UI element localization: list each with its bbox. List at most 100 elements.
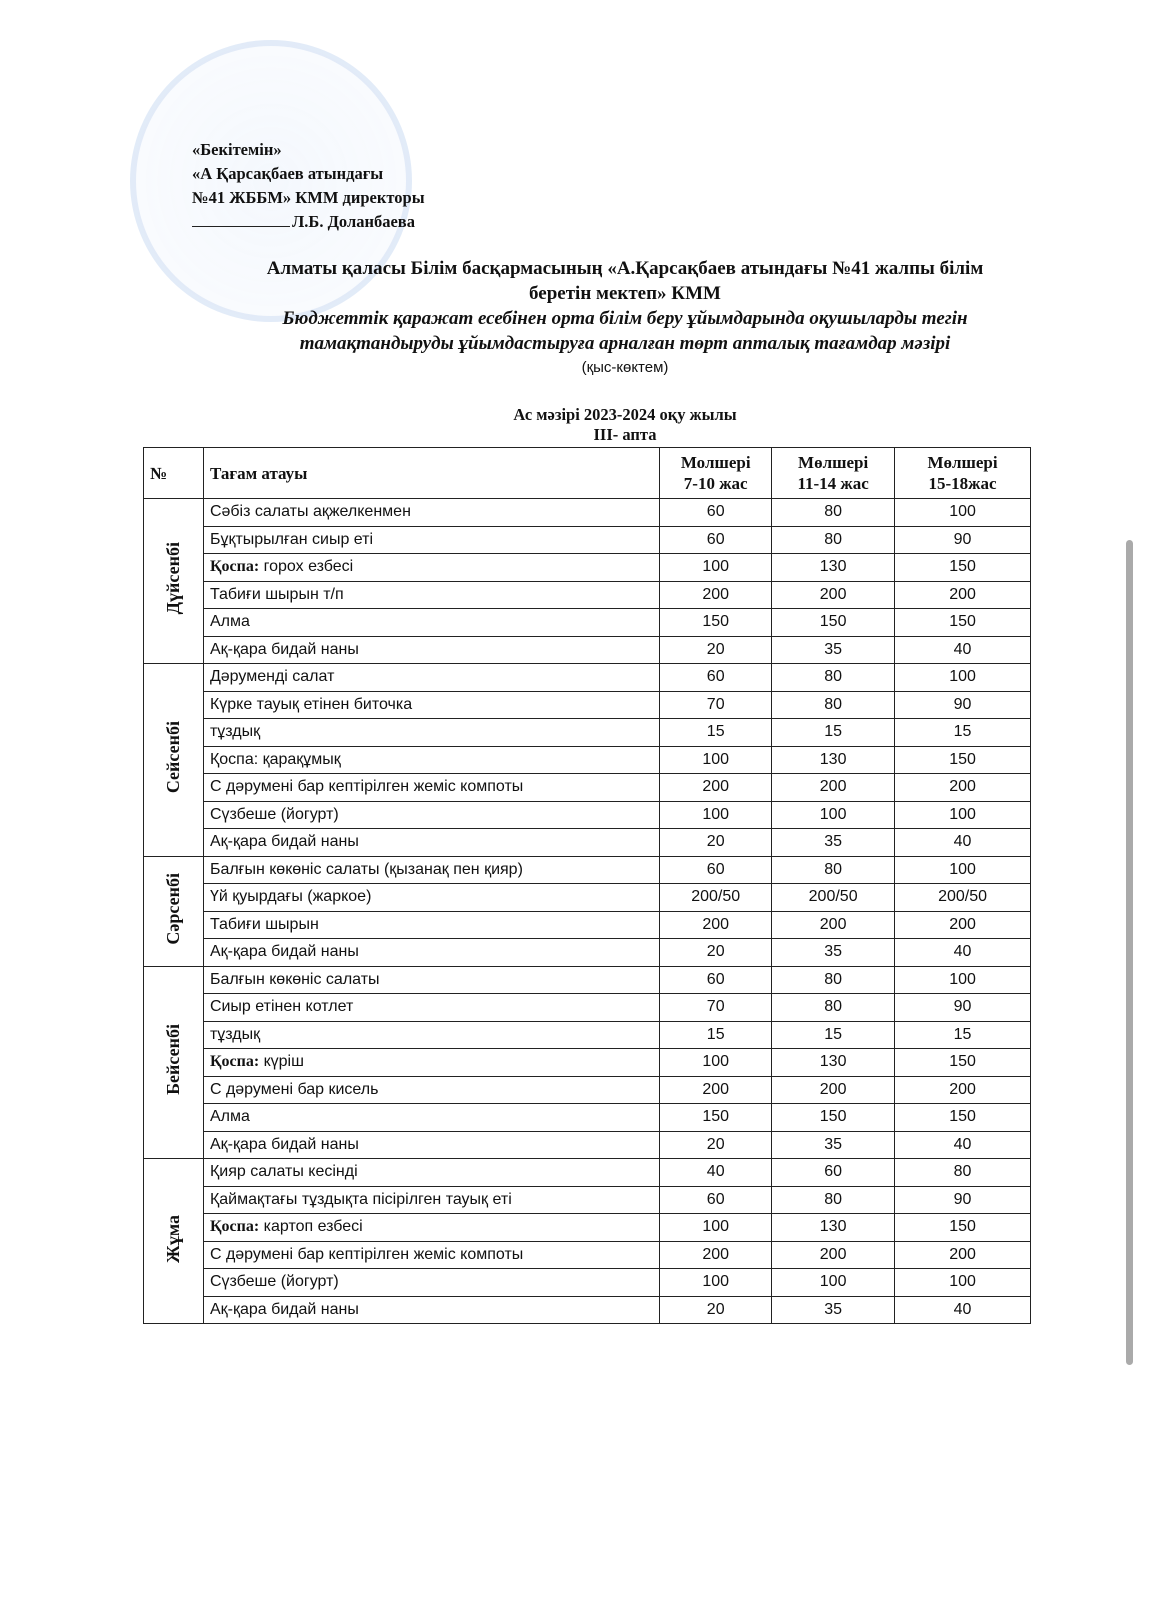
menu-row: тұздық 15 15 15	[144, 1020, 1031, 1049]
portion: 200	[771, 910, 896, 939]
portion: 90	[894, 525, 1031, 554]
portion: 80	[771, 993, 896, 1022]
dish-name: Ақ-қара бидай наны	[209, 1135, 359, 1153]
signatory: Л.Б. Доланбаева	[292, 212, 415, 231]
dish-name: тұздық	[209, 1025, 261, 1043]
dish-name: Ақ-қара бидай наны	[209, 943, 359, 961]
header-text: 11-14 жас	[797, 474, 869, 493]
portion: 200	[894, 910, 1031, 939]
dish-cell: Сүзбеше (йогурт)	[202, 1268, 661, 1297]
menu-row: Ақ-қара бидай наны 20 35 40	[144, 828, 1031, 857]
dish-cell: Ақ-қара бидай наны	[202, 828, 661, 857]
day-name: Сәрсенбі	[162, 872, 183, 945]
portion: 60	[659, 1185, 773, 1214]
dish-name: Ақ-қара бидай наны	[209, 640, 359, 658]
portion: 150	[894, 1213, 1031, 1242]
portion: 80	[894, 1158, 1031, 1187]
menu-row: Сүзбеше (йогурт) 100 100 100	[144, 1268, 1031, 1297]
dish-cell: Алма	[202, 608, 661, 637]
portion: 100	[659, 800, 773, 829]
portion: 150	[894, 745, 1031, 774]
menu-row: Сейсенбі Дәрумендi салат 60 80 100	[143, 663, 1031, 857]
menu-row: Ақ-қара бидай наны 20 35 40	[144, 635, 1031, 664]
portion: 35	[771, 828, 896, 857]
portion: 100	[894, 965, 1031, 994]
header-row: № Тағам атауы Молшері 7-10 жас Мөлшері 11-14 …	[143, 447, 1031, 499]
dish-name: С дәрумені бар кептірілген жеміс компоты	[209, 778, 524, 796]
heading: Алматы қаласы Білім басқармасының «А.Қар…	[140, 256, 1110, 380]
portion: 150	[659, 1103, 773, 1132]
portion: 60	[659, 498, 773, 527]
dish-cell: С дәрумені бар кисель	[202, 1075, 661, 1104]
week: III- апта	[593, 425, 657, 444]
portion: 20	[659, 635, 773, 664]
menu-title: Ас мәзірі 2023-2024 оқу жылы	[513, 405, 737, 424]
dish-name: Табиғи шырын	[209, 915, 319, 933]
portion: 20	[659, 1295, 773, 1324]
portion: 60	[771, 1158, 896, 1187]
approval-line: «А Қарсақбаев атындағы	[192, 164, 384, 183]
column-header: Мөлшері 15-18жас	[894, 447, 1031, 499]
day-name: Бейсенбі	[162, 1024, 183, 1096]
portion: 130	[771, 1213, 896, 1242]
menu-row: Қоспа: горох езбесі 100 130 150	[144, 553, 1031, 582]
portion: 60	[659, 965, 773, 994]
portion: 15	[894, 718, 1031, 747]
portion: 100	[659, 1213, 773, 1242]
portion: 150	[894, 608, 1031, 637]
dish-name: Табиғи шырын т/п	[209, 585, 344, 603]
day-cell: Жұма	[143, 1158, 204, 1324]
subtitle-line: тамақтандыруды ұйымдастыруға арналған тө…	[299, 333, 951, 354]
header-text: 15-18жас	[928, 474, 997, 493]
day-cell: Дүйсенбі	[143, 498, 204, 664]
menu-row: Қоспа: қарақұмық 100 130 150	[144, 745, 1031, 774]
portion: 200	[659, 910, 773, 939]
portion: 35	[771, 1295, 896, 1324]
portion: 150	[894, 1048, 1031, 1077]
menu-row: Ақ-қара бидай наны 20 35 40	[144, 1130, 1031, 1159]
header-text: 7-10 жас	[683, 474, 748, 493]
dish-cell: Қоспа: қарақұмық	[202, 745, 661, 774]
portion: 100	[894, 498, 1031, 527]
dish-cell: Балғын көкөніс салаты (қызанақ пен қияр)	[202, 855, 661, 884]
portion: 150	[659, 608, 773, 637]
portion: 35	[771, 938, 896, 967]
portion: 80	[771, 663, 896, 692]
menu-row: Күрке тауық етінен биточка 70 80 90	[144, 690, 1031, 719]
dish-cell: Бұқтырылған сиыр еті	[202, 525, 661, 554]
portion: 90	[894, 690, 1031, 719]
subtitle-line: Бюджеттік қаражат есебінен орта білім бе…	[282, 308, 968, 329]
day-name: Жұма	[162, 1214, 183, 1263]
menu-heading: Ас мәзірі 2023-2024 оқу жылы III- апта	[140, 405, 1110, 445]
portion: 40	[894, 828, 1031, 857]
dish-cell: Сәбіз салаты ақжелкенмен	[202, 498, 661, 527]
menu-row: Үй қуырдағы (жаркое) 200/50 200/50 200/50	[144, 883, 1031, 912]
dish-cell: С дәрумені бар кептірілген жеміс компоты	[202, 1240, 661, 1269]
dish-cell: Қаймақтағы тұздықта пісірілген тауық еті	[202, 1185, 661, 1214]
dish-cell: Балғын көкөніс салаты	[202, 965, 661, 994]
dish-name: күріш	[263, 1053, 304, 1071]
dish-cell: Ақ-қара бидай наны	[202, 1295, 661, 1324]
dish-name: Күрке тауық етінен биточка	[209, 695, 413, 713]
portion: 100	[659, 1048, 773, 1077]
portion: 100	[894, 663, 1031, 692]
portion: 200/50	[659, 883, 773, 912]
portion: 35	[771, 635, 896, 664]
header-text: №	[150, 463, 168, 483]
portion: 200	[659, 1075, 773, 1104]
dish-cell: Қоспа: күріш	[202, 1048, 661, 1077]
portion: 35	[771, 1130, 896, 1159]
day-name: Сейсенбі	[162, 721, 183, 794]
dish-prefix: Қоспа:	[209, 1053, 260, 1071]
dish-name: Ақ-қара бидай наны	[209, 833, 359, 851]
menu-row: С дәрумені бар кисель 200 200 200	[144, 1075, 1031, 1104]
portion: 70	[659, 993, 773, 1022]
dish-name: Бұқтырылған сиыр еті	[209, 530, 374, 548]
column-header: Молшері 7-10 жас	[659, 447, 773, 499]
menu-table: № Тағам атауы Молшері 7-10 жас Мөлшері 11-14 …	[143, 447, 1031, 1324]
menu-row: Жұма Қияр салаты кесінді 40 60 80	[143, 1158, 1031, 1324]
portion: 200	[894, 773, 1031, 802]
menu-row: Сәрсенбі Балғын көкөніс салаты (қызанақ п…	[143, 855, 1031, 967]
